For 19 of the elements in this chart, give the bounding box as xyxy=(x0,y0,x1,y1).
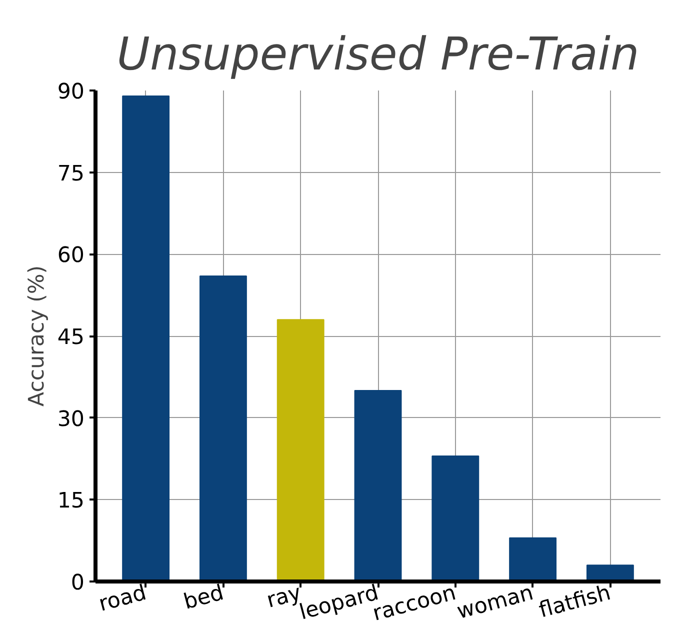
bar xyxy=(122,95,170,582)
bar xyxy=(509,537,557,582)
y-tick-label: 15 xyxy=(57,488,84,514)
chart-title: Unsupervised Pre-Train xyxy=(116,28,640,80)
x-tick-label: flatfish xyxy=(536,580,614,624)
y-tick-label: 75 xyxy=(57,161,84,186)
x-tick-label: woman xyxy=(454,580,536,625)
x-tick-label: bed xyxy=(181,580,226,615)
x-tick-label: road xyxy=(96,580,150,617)
bar xyxy=(354,390,402,582)
bar xyxy=(432,456,480,582)
y-tick-label: 30 xyxy=(57,406,84,432)
bar xyxy=(276,319,324,582)
bar xyxy=(199,275,247,582)
y-tick-label: 60 xyxy=(57,243,84,268)
y-tick-label: 45 xyxy=(57,325,84,350)
y-axis-title: Accuracy (%) xyxy=(24,265,50,407)
y-tick-label: 0 xyxy=(70,570,85,596)
y-tick-label: 90 xyxy=(57,80,84,104)
